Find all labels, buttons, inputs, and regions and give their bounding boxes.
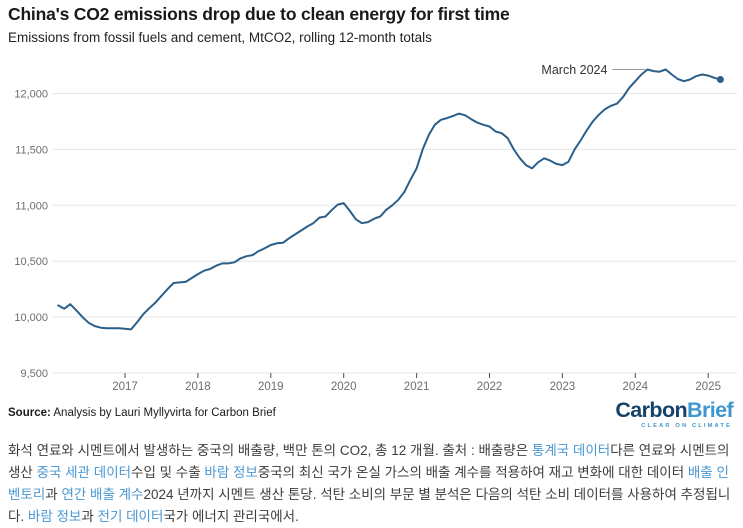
x-axis-label: 2022: [477, 381, 503, 393]
y-axis-label: 10,500: [14, 256, 48, 268]
emissions-line: [57, 68, 722, 331]
source-line: Source: Analysis by Lauri Myllyvirta for…: [8, 407, 276, 419]
carbonbrief-logo: CarbonBrief CLEAR ON CLIMATE: [615, 398, 734, 429]
x-axis-label: 2017: [112, 381, 138, 393]
y-axis-label: 11,500: [15, 144, 48, 156]
y-axis-label: 11,000: [15, 200, 48, 212]
x-axis-label: 2023: [550, 381, 576, 393]
logo-word-brief: Brief: [687, 398, 734, 422]
source-text: Analysis by Lauri Myllyvirta for Carbon …: [50, 407, 276, 419]
latest-point-marker: [716, 76, 724, 83]
emissions-line-chart: 9,500 10,000 10,500 11,000 11,500 12,000 2017 2…: [14, 63, 737, 393]
x-axis-label: 2019: [258, 381, 284, 393]
description-segment: 과: [45, 487, 62, 502]
description-link[interactable]: 바람 정보: [204, 465, 258, 480]
description-link[interactable]: 통계국 데이터: [531, 443, 611, 458]
description-segment: 과: [81, 509, 98, 524]
x-axis-label: 2025: [695, 381, 721, 393]
description-segment: 국가 에너지 관리국에서.: [163, 509, 299, 524]
logo-tagline: CLEAR ON CLIMATE: [641, 422, 732, 429]
description-segment: 중국의 최신 국가 온실 가스의 배출 계수를 적용하여 재고 변화에 대한 데…: [257, 465, 688, 480]
logo-word-carbon: Carbon: [615, 398, 688, 422]
description-segment: 수입 및 수출: [131, 465, 205, 480]
logo-wordmark: CarbonBrief: [615, 398, 734, 422]
page-subtitle: Emissions from fossil fuels and cement, …: [8, 30, 432, 45]
y-axis-label: 10,000: [14, 312, 48, 324]
description-link[interactable]: 연간 배출 계수: [61, 487, 144, 502]
source-label: Source:: [8, 407, 51, 419]
description-segment: 다른 연료와 시멘트의 생산: [8, 443, 730, 480]
description-text: 화석 연료와 시멘트에서 발생하는 중국의 배출량, 백만 톤의 CO2, 총 …: [8, 440, 736, 528]
x-axis-label: 2024: [623, 381, 649, 393]
description-link[interactable]: 바람 정보: [27, 509, 82, 524]
y-axis-label: 9,500: [20, 368, 48, 380]
description-link[interactable]: 배출 인벤토리: [8, 465, 729, 502]
x-axis-label: 2018: [185, 381, 211, 393]
description-segment: 화석 연료와 시멘트에서 발생하는 중국의 배출량, 백만 톤의 CO2, 총 …: [8, 443, 532, 458]
description-link[interactable]: 전기 데이터: [97, 509, 164, 524]
annotation-label: March 2024: [541, 63, 607, 77]
page-title: China's CO2 emissions drop due to clean …: [8, 4, 510, 24]
description-link[interactable]: 중국 세관 데이터: [36, 465, 132, 480]
x-axis-label: 2020: [331, 381, 357, 393]
y-axis-label: 12,000: [14, 89, 48, 101]
x-axis-label: 2021: [404, 381, 430, 393]
